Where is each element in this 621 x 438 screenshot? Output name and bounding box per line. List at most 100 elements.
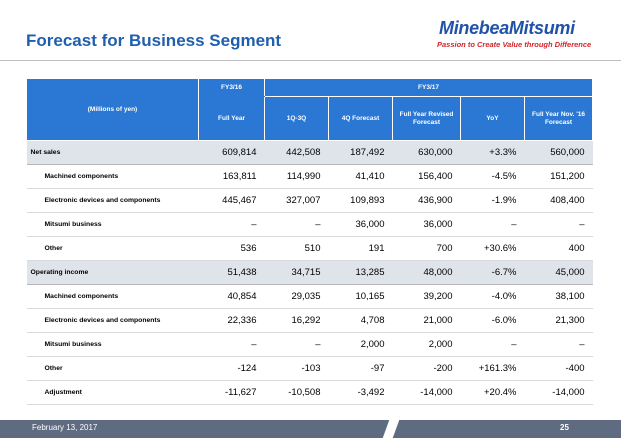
forecast-table: (Millions of yen) FY3/16 FY3/17 Full Yea… [26,78,594,405]
table-cell: -4.0% [460,284,525,309]
row-label: Machined components [26,164,199,189]
page-title: Forecast for Business Segment [26,31,282,50]
table-cell: 109,893 [328,188,393,213]
table-row: Other -124 -103 -97 -200 +161.3% -400 [26,356,593,381]
table-cell: -1.9% [460,188,525,213]
row-label: Adjustment [26,380,199,405]
table-cell: -3,492 [328,380,393,405]
table-cell: 609,814 [198,140,265,165]
column-header: 4Q Forecast [328,96,393,141]
table-cell: 48,000 [392,260,461,285]
table-cell: -11,627 [198,380,265,405]
table-cell: -14,000 [392,380,461,405]
page-number: 25 [560,423,569,432]
table-cell: 408,400 [524,188,593,213]
table-cell: -103 [264,356,329,381]
footer-date: February 13, 2017 [32,423,98,432]
footer-bar [0,420,621,438]
table-cell: 39,200 [392,284,461,309]
table-row: Other 536 510 191 700 +30.6% 400 [26,236,593,261]
row-label: Mitsumi business [26,212,199,237]
table-cell: 2,000 [392,332,461,357]
table-cell: 36,000 [328,212,393,237]
table-cell: -4.5% [460,164,525,189]
table-cell: -6.7% [460,260,525,285]
table-cell: – [264,332,329,357]
table-cell: 4,708 [328,308,393,333]
table-cell: -10,508 [264,380,329,405]
table-row: Machined components 40,854 29,035 10,165 39,… [26,284,593,309]
table-cell: 191 [328,236,393,261]
table-cell: 445,467 [198,188,265,213]
table-cell: 21,000 [392,308,461,333]
table-cell: +30.6% [460,236,525,261]
table-cell: 400 [524,236,593,261]
table-cell: -97 [328,356,393,381]
table-cell: 163,811 [198,164,265,189]
row-label: Operating income [26,260,199,285]
table-cell: – [460,212,525,237]
table-cell: 21,300 [524,308,593,333]
table-cell: 51,438 [198,260,265,285]
column-header: 1Q-3Q [264,96,329,141]
table-row: Mitsumi business – –36,000 36,000– – [26,212,593,237]
table-cell: 29,035 [264,284,329,309]
table-cell: -6.0% [460,308,525,333]
table-cell: +3.3% [460,140,525,165]
row-label: Mitsumi business [26,332,199,357]
table-cell: 156,400 [392,164,461,189]
column-header: YoY [460,96,525,141]
table-cell: 151,200 [524,164,593,189]
table-cell: – [198,332,265,357]
table-row: Electronic devices and components 445,467… [26,188,593,213]
table-cell: 700 [392,236,461,261]
row-label: Net sales [26,140,199,165]
table-cell: 34,715 [264,260,329,285]
table-cell: – [264,212,329,237]
column-header: Full Year [198,96,265,141]
row-label: Electronic devices and components [26,308,199,333]
table-cell: 442,508 [264,140,329,165]
header-divider [0,60,621,61]
table-cell: 22,336 [198,308,265,333]
company-tagline: Passion to Create Value through Differen… [437,40,592,49]
table-row: Electronic devices and components 22,336 1… [26,308,593,333]
table-cell: 187,492 [328,140,393,165]
table-cell: 13,285 [328,260,393,285]
table-cell: +161.3% [460,356,525,381]
table-row: Net sales 609,814 442,508 187,492 630,000 +3.… [26,140,593,165]
table-cell: 41,410 [328,164,393,189]
table-cell: +20.4% [460,380,525,405]
table-cell: -14,000 [524,380,593,405]
table-cell: 630,000 [392,140,461,165]
table-row: Mitsumi business – –2,000 2,000– – [26,332,593,357]
table-cell: 114,990 [264,164,329,189]
table-cell: 38,100 [524,284,593,309]
unit-label-header: (Millions of yen) [26,78,199,141]
row-label: Electronic devices and components [26,188,199,213]
group-header-fy16: FY3/16 [198,78,265,97]
table-cell: 2,000 [328,332,393,357]
table-cell: 536 [198,236,265,261]
table-cell: 436,900 [392,188,461,213]
table-cell: 10,165 [328,284,393,309]
table-cell: – [524,332,593,357]
table-cell: 45,000 [524,260,593,285]
table-cell: 36,000 [392,212,461,237]
row-label: Machined components [26,284,199,309]
table-cell: 560,000 [524,140,593,165]
table-cell: -400 [524,356,593,381]
row-label: Other [26,236,199,261]
column-header: Full Year Nov. '16 Forecast [523,96,594,141]
row-label: Other [26,356,199,381]
table-cell: – [524,212,593,237]
table-cell: -124 [198,356,265,381]
table-row: Operating income 51,438 34,715 13,285 48,000… [26,260,593,285]
company-logo: MinebeaMitsumi [439,18,575,38]
table-cell: – [460,332,525,357]
table-cell: 40,854 [198,284,265,309]
table-cell: 16,292 [264,308,329,333]
table-row: Machined components 163,811 114,990 41,410 1… [26,164,593,189]
table-cell: -200 [392,356,461,381]
table-cell: – [198,212,265,237]
